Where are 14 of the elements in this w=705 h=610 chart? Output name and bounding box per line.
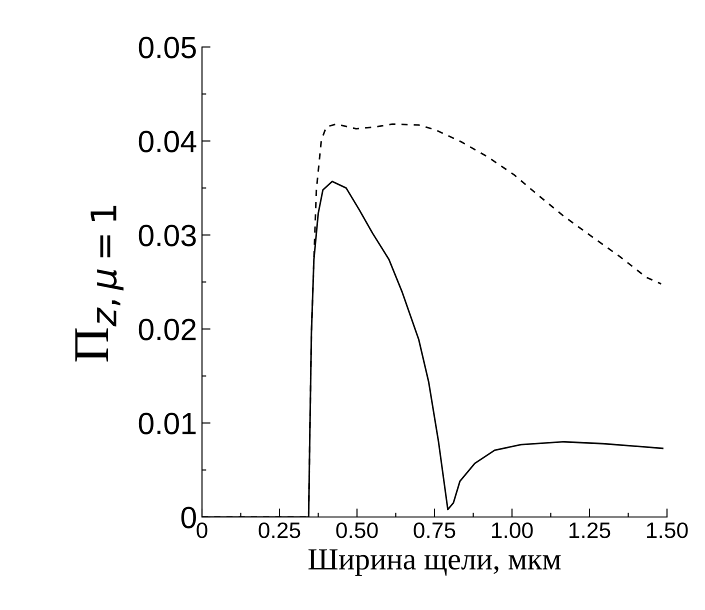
x-tick-label: 0.75 <box>414 522 456 538</box>
x-tick-label: 0.50 <box>336 522 378 538</box>
x-tick-label: 1.00 <box>492 522 533 538</box>
x-axis-title: Ширина щели, мкм <box>308 549 561 576</box>
x-tick-label: 0 <box>196 522 208 538</box>
x-tick-label: 1.25 <box>570 522 610 538</box>
x-tick-label: 1.50 <box>647 522 688 538</box>
y-tick-label: 0.02 <box>138 318 196 340</box>
y-axis-title: Π$_{z,μ=1}$ <box>75 206 124 362</box>
y-tick-label: 0.01 <box>138 412 196 434</box>
y-tick-label: 0.03 <box>138 224 196 246</box>
y-tick-label: 0.05 <box>138 36 196 58</box>
x-tick-label: 0.25 <box>258 522 300 538</box>
y-tick-label: 0.04 <box>138 130 196 152</box>
